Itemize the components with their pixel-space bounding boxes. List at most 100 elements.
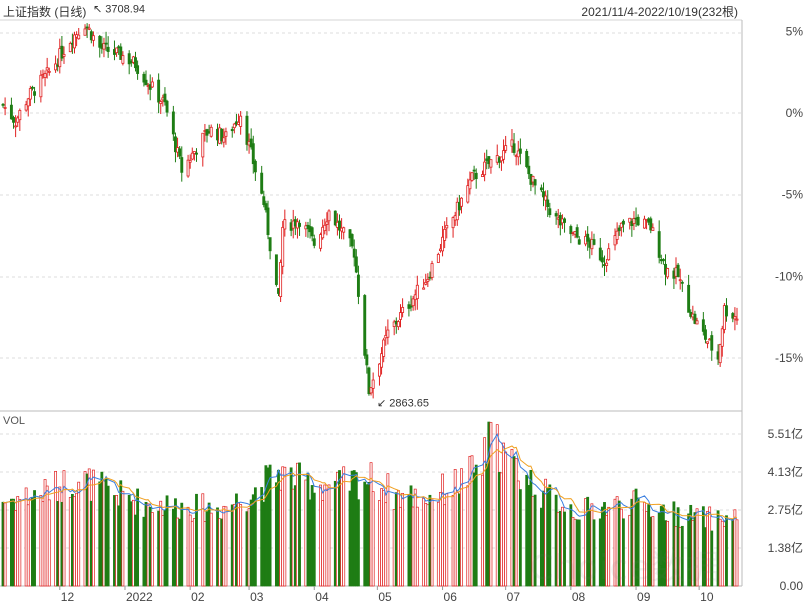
candle (619, 222, 623, 237)
candle (600, 250, 604, 268)
candle (348, 229, 352, 247)
candle (62, 46, 66, 64)
candle (676, 262, 680, 278)
candle (607, 243, 611, 261)
candle (693, 310, 697, 325)
candle (163, 87, 167, 106)
volume-bar (121, 490, 125, 587)
volume-bar (209, 512, 213, 587)
candle (371, 372, 375, 399)
candle (14, 115, 18, 138)
candle (598, 238, 602, 262)
candle (518, 138, 522, 165)
volume-bar (18, 499, 22, 587)
candle (85, 23, 89, 39)
candle (222, 128, 226, 148)
candle (325, 212, 329, 236)
candle (144, 70, 148, 86)
candle (422, 278, 426, 290)
candle (525, 148, 529, 169)
candle (695, 317, 699, 325)
candle (575, 224, 579, 239)
volume-bar (666, 520, 670, 587)
candle (262, 190, 266, 208)
volume-bar (430, 499, 434, 587)
candle (489, 159, 493, 174)
candle (510, 129, 514, 153)
candle (190, 147, 194, 161)
x-axis-label: 10 (700, 590, 714, 604)
candle (327, 209, 331, 232)
candle (60, 35, 64, 62)
candle (396, 320, 400, 331)
candle (666, 267, 670, 280)
volume-bar (592, 519, 596, 587)
volume-bar (342, 466, 346, 587)
candle (720, 325, 724, 357)
candle (12, 115, 15, 129)
candle (338, 214, 341, 239)
volume-label: VOL (3, 415, 26, 427)
volume-bars (1, 421, 739, 587)
candle (605, 258, 609, 273)
volume-bar (415, 506, 419, 587)
candle (722, 303, 726, 334)
candle (643, 215, 646, 229)
candle (474, 168, 478, 189)
price-axis-tick: 0% (786, 106, 804, 120)
candle (33, 86, 37, 104)
volume-bar (607, 506, 611, 587)
candle (1, 103, 5, 108)
volume-bar (136, 488, 140, 587)
candle (134, 51, 137, 72)
volume-bar (195, 493, 198, 587)
chart-title: 上证指数 (日线) (3, 5, 87, 19)
candle (342, 226, 346, 240)
candle (165, 99, 169, 117)
candle (224, 127, 228, 145)
candle (382, 337, 386, 363)
candle (455, 197, 459, 226)
candle (136, 60, 140, 80)
candle (73, 31, 76, 54)
volume-bar (386, 473, 390, 587)
candle (268, 237, 272, 260)
volume-bar (47, 499, 51, 587)
candlesticks (1, 23, 739, 399)
candle (710, 331, 714, 361)
candle (725, 298, 728, 322)
candle (260, 165, 264, 195)
candle (274, 254, 278, 287)
volume-bar (489, 422, 493, 587)
volume-bar (268, 464, 272, 587)
x-axis-label: 07 (507, 590, 521, 604)
price-axis-tick: 5% (786, 24, 804, 38)
volume-bar (577, 519, 581, 587)
candle (186, 154, 190, 178)
candle (253, 159, 257, 181)
candle (304, 221, 308, 237)
volume-bar (33, 490, 36, 587)
candle (443, 221, 447, 249)
candle (542, 182, 545, 207)
candle (104, 31, 108, 52)
candle (706, 341, 710, 349)
candle (617, 225, 621, 236)
volume-bar (474, 464, 478, 587)
candle (310, 226, 314, 242)
high-annotation: ↖ 3708.94 (93, 3, 145, 15)
x-axis-label: 12 (61, 590, 75, 604)
candle (733, 307, 737, 331)
volume-bar (77, 481, 81, 587)
candle (323, 218, 327, 235)
ma5-line (2, 433, 738, 523)
candle (460, 197, 463, 214)
candle (632, 211, 636, 231)
candle (380, 347, 384, 375)
candle (365, 348, 369, 374)
candle (531, 175, 535, 188)
candle (621, 219, 625, 233)
candle (445, 217, 449, 239)
candle (426, 273, 430, 288)
candle (424, 273, 428, 286)
